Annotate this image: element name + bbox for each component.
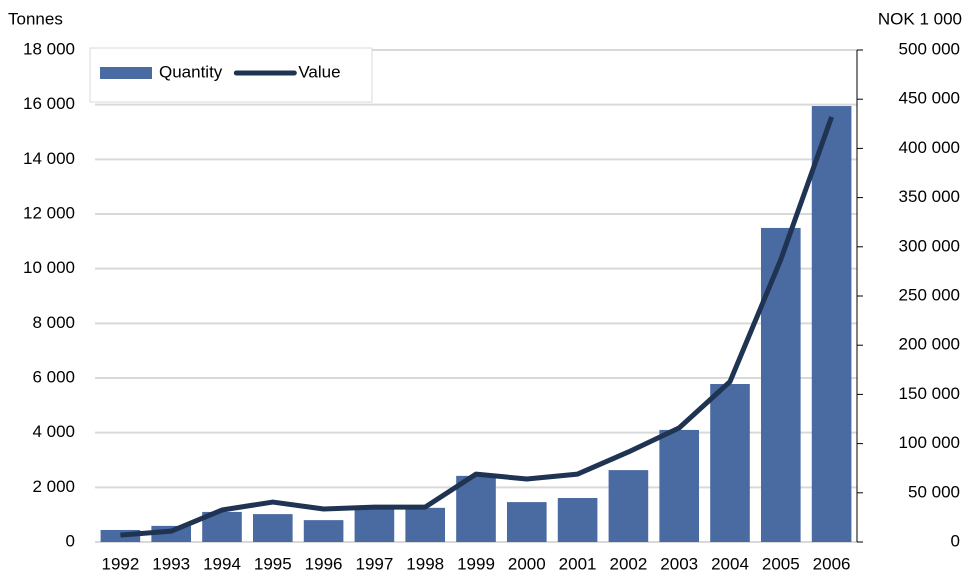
y-tick-label: 12 000 (23, 203, 75, 222)
y2-axis-label: NOK 1 000 (878, 9, 962, 28)
y-tick-label: 14 000 (23, 149, 75, 168)
y-tick-label: 8 000 (32, 313, 75, 332)
x-tick-label: 1994 (203, 554, 241, 573)
y-tick-label: 0 (66, 531, 75, 550)
x-tick-label: 2001 (559, 554, 597, 573)
legend-label: Quantity (159, 62, 223, 81)
y-tick-label: 10 000 (23, 258, 75, 277)
bar (354, 507, 395, 542)
bar (760, 227, 801, 542)
y2-tick-label: 450 000 (899, 89, 960, 108)
y2-tick-label: 150 000 (899, 384, 960, 403)
bar (252, 514, 293, 542)
y2-tick-label: 0 (951, 531, 960, 550)
x-tick-label: 2003 (660, 554, 698, 573)
x-tick-label: 2002 (609, 554, 647, 573)
y2-tick-label: 350 000 (899, 187, 960, 206)
x-tick-label: 2004 (711, 554, 749, 573)
x-tick-label: 1993 (152, 554, 190, 573)
y-tick-label: 18 000 (23, 39, 75, 58)
y2-tick-label: 200 000 (899, 335, 960, 354)
y-axis-label: Tonnes (8, 9, 63, 28)
bar (456, 475, 496, 542)
x-tick-label: 2000 (508, 554, 546, 573)
bar (557, 497, 598, 542)
bar (405, 507, 446, 542)
y2-tick-label: 500 000 (899, 39, 960, 58)
bar (811, 106, 852, 543)
y2-tick-label: 250 000 (899, 285, 960, 304)
y-tick-label: 2 000 (32, 477, 75, 496)
y2-tick-label: 400 000 (899, 138, 960, 157)
x-tick-label: 2005 (762, 554, 800, 573)
x-tick-label: 1992 (101, 554, 139, 573)
y-tick-label: 4 000 (32, 422, 75, 441)
y2-tick-label: 50 000 (908, 482, 960, 501)
bar (506, 502, 547, 542)
x-tick-label: 1999 (457, 554, 495, 573)
x-tick-label: 1998 (406, 554, 444, 573)
legend-swatch (100, 67, 152, 79)
x-tick-label: 2006 (813, 554, 851, 573)
bar (659, 429, 700, 542)
bar (710, 384, 750, 542)
x-tick-label: 1996 (305, 554, 343, 573)
bar (303, 520, 344, 542)
line (120, 116, 834, 538)
y-tick-label: 16 000 (23, 94, 75, 113)
y2-tick-label: 100 000 (899, 433, 960, 452)
x-tick-label: 1995 (254, 554, 292, 573)
legend-label: Value (298, 62, 340, 81)
x-tick-label: 1997 (355, 554, 393, 573)
bar (608, 470, 649, 542)
y2-tick-label: 300 000 (899, 236, 960, 255)
y-tick-label: 6 000 (32, 367, 75, 386)
